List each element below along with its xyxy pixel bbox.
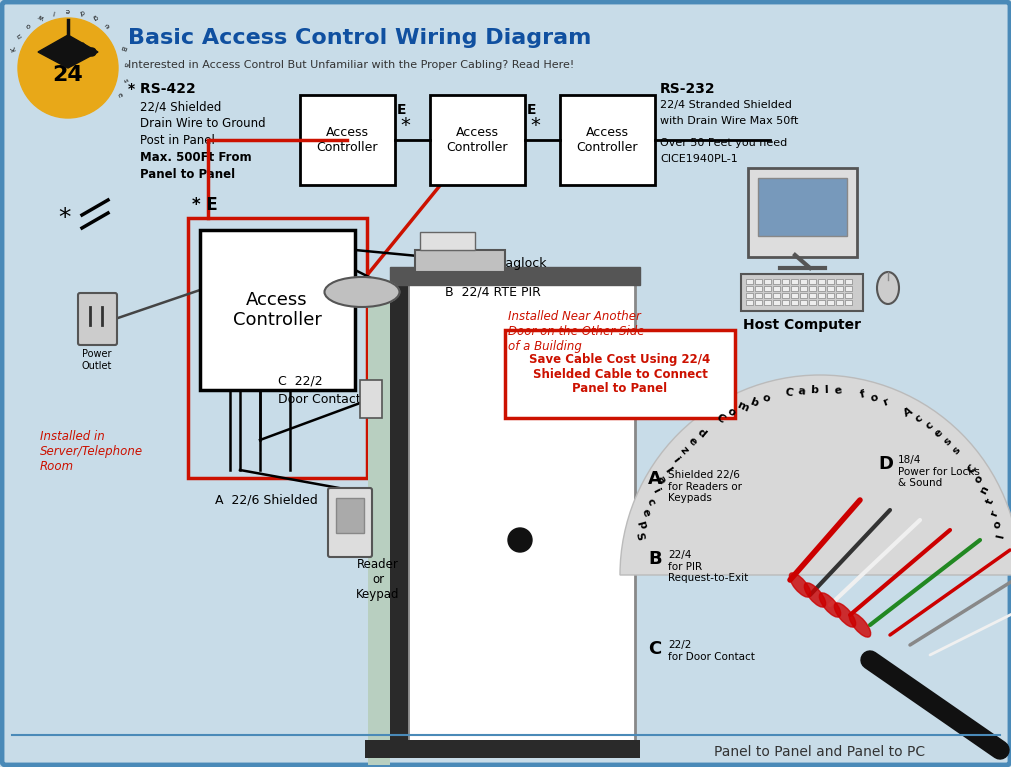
Text: *: * (399, 116, 409, 134)
FancyBboxPatch shape (826, 293, 833, 298)
Text: B: B (647, 550, 661, 568)
Text: d: d (695, 426, 707, 439)
Text: *: * (59, 206, 71, 230)
FancyBboxPatch shape (745, 279, 752, 284)
FancyBboxPatch shape (420, 232, 474, 250)
Text: m: m (735, 400, 749, 414)
Text: e: e (103, 21, 110, 28)
Text: e: e (833, 386, 842, 397)
Text: o: o (759, 392, 770, 404)
Text: o: o (725, 407, 737, 419)
Text: * RS-422: * RS-422 (127, 82, 195, 96)
Wedge shape (620, 375, 1011, 575)
Text: z: z (677, 444, 688, 456)
Text: Interested in Access Control But Unfamiliar with the Proper Cabling? Read Here!: Interested in Access Control But Unfamil… (127, 60, 573, 70)
Text: 22/2
for Door Contact: 22/2 for Door Contact (667, 640, 754, 662)
FancyBboxPatch shape (835, 293, 842, 298)
FancyBboxPatch shape (844, 279, 851, 284)
Text: A: A (902, 406, 914, 419)
Text: CICE1940PL-1: CICE1940PL-1 (659, 154, 737, 164)
Text: b: b (748, 396, 758, 408)
Text: e: e (639, 508, 651, 518)
Text: i: i (649, 486, 660, 495)
Polygon shape (38, 35, 98, 68)
Text: C: C (714, 413, 727, 425)
FancyBboxPatch shape (782, 286, 789, 291)
Text: Installed in
Server/Telephone
Room: Installed in Server/Telephone Room (40, 430, 143, 473)
Text: a: a (654, 474, 667, 486)
FancyBboxPatch shape (817, 286, 824, 291)
Text: c: c (913, 413, 923, 425)
FancyBboxPatch shape (389, 267, 639, 285)
FancyBboxPatch shape (817, 293, 824, 298)
Text: s: s (121, 77, 128, 83)
Text: E: E (396, 103, 406, 117)
Text: Panel to Panel and Panel to PC: Panel to Panel and Panel to PC (714, 745, 925, 759)
FancyBboxPatch shape (835, 300, 842, 305)
Circle shape (508, 528, 532, 552)
Text: a: a (797, 386, 805, 397)
Text: Access
Controller: Access Controller (575, 126, 637, 154)
FancyBboxPatch shape (763, 279, 770, 284)
Text: C  22/2: C 22/2 (278, 375, 323, 388)
FancyBboxPatch shape (808, 279, 815, 284)
Text: C: C (964, 463, 978, 476)
Text: s: s (949, 444, 961, 456)
FancyBboxPatch shape (826, 279, 833, 284)
Text: D: D (878, 455, 892, 473)
FancyBboxPatch shape (504, 330, 734, 418)
Ellipse shape (833, 603, 855, 627)
Text: e: e (932, 427, 944, 439)
Text: f: f (858, 390, 865, 400)
FancyBboxPatch shape (407, 280, 634, 745)
Text: w: w (36, 13, 44, 21)
FancyBboxPatch shape (772, 293, 779, 298)
FancyBboxPatch shape (800, 293, 806, 298)
FancyBboxPatch shape (757, 178, 846, 236)
Text: D  18/2 Maglock: D 18/2 Maglock (445, 256, 546, 269)
FancyBboxPatch shape (844, 286, 851, 291)
Text: K: K (10, 45, 17, 51)
Text: *: * (530, 116, 540, 134)
Text: C: C (647, 640, 660, 658)
FancyBboxPatch shape (844, 300, 851, 305)
FancyBboxPatch shape (745, 286, 752, 291)
Text: o: o (25, 21, 32, 28)
Text: Save Cable Cost Using 22/4
Shielded Cable to Connect
Panel to Panel: Save Cable Cost Using 22/4 Shielded Cabl… (529, 353, 710, 396)
FancyBboxPatch shape (772, 286, 779, 291)
Text: 24: 24 (53, 65, 83, 85)
FancyBboxPatch shape (763, 300, 770, 305)
Ellipse shape (848, 613, 869, 637)
Text: s: s (941, 436, 952, 447)
Ellipse shape (819, 593, 840, 617)
FancyBboxPatch shape (808, 286, 815, 291)
Text: n: n (978, 485, 990, 496)
Text: e: e (115, 92, 122, 98)
Text: 22/4 Stranded Shielded: 22/4 Stranded Shielded (659, 100, 791, 110)
FancyBboxPatch shape (791, 279, 798, 284)
Text: A  22/6 Shielded: A 22/6 Shielded (214, 493, 317, 506)
FancyBboxPatch shape (791, 293, 798, 298)
FancyBboxPatch shape (328, 488, 372, 557)
FancyBboxPatch shape (826, 300, 833, 305)
Text: C: C (784, 387, 794, 398)
Text: Door Contact: Door Contact (278, 393, 360, 406)
Text: B: B (118, 45, 126, 51)
FancyBboxPatch shape (365, 740, 639, 758)
Text: e: e (685, 435, 698, 448)
FancyBboxPatch shape (754, 279, 761, 284)
FancyBboxPatch shape (791, 300, 798, 305)
FancyBboxPatch shape (740, 274, 862, 311)
Text: c: c (923, 420, 934, 432)
FancyBboxPatch shape (78, 293, 117, 345)
Text: o: o (991, 519, 1003, 530)
Text: Panel to Panel: Panel to Panel (140, 168, 235, 181)
FancyBboxPatch shape (808, 300, 815, 305)
Text: Power
Outlet: Power Outlet (82, 349, 112, 370)
Text: A: A (647, 470, 661, 488)
FancyBboxPatch shape (430, 95, 525, 185)
Text: Shielded 22/6
for Readers or
Keypads: Shielded 22/6 for Readers or Keypads (667, 470, 741, 503)
Text: l: l (995, 534, 1005, 539)
Text: B  22/4 RTE PIR: B 22/4 RTE PIR (445, 285, 540, 298)
